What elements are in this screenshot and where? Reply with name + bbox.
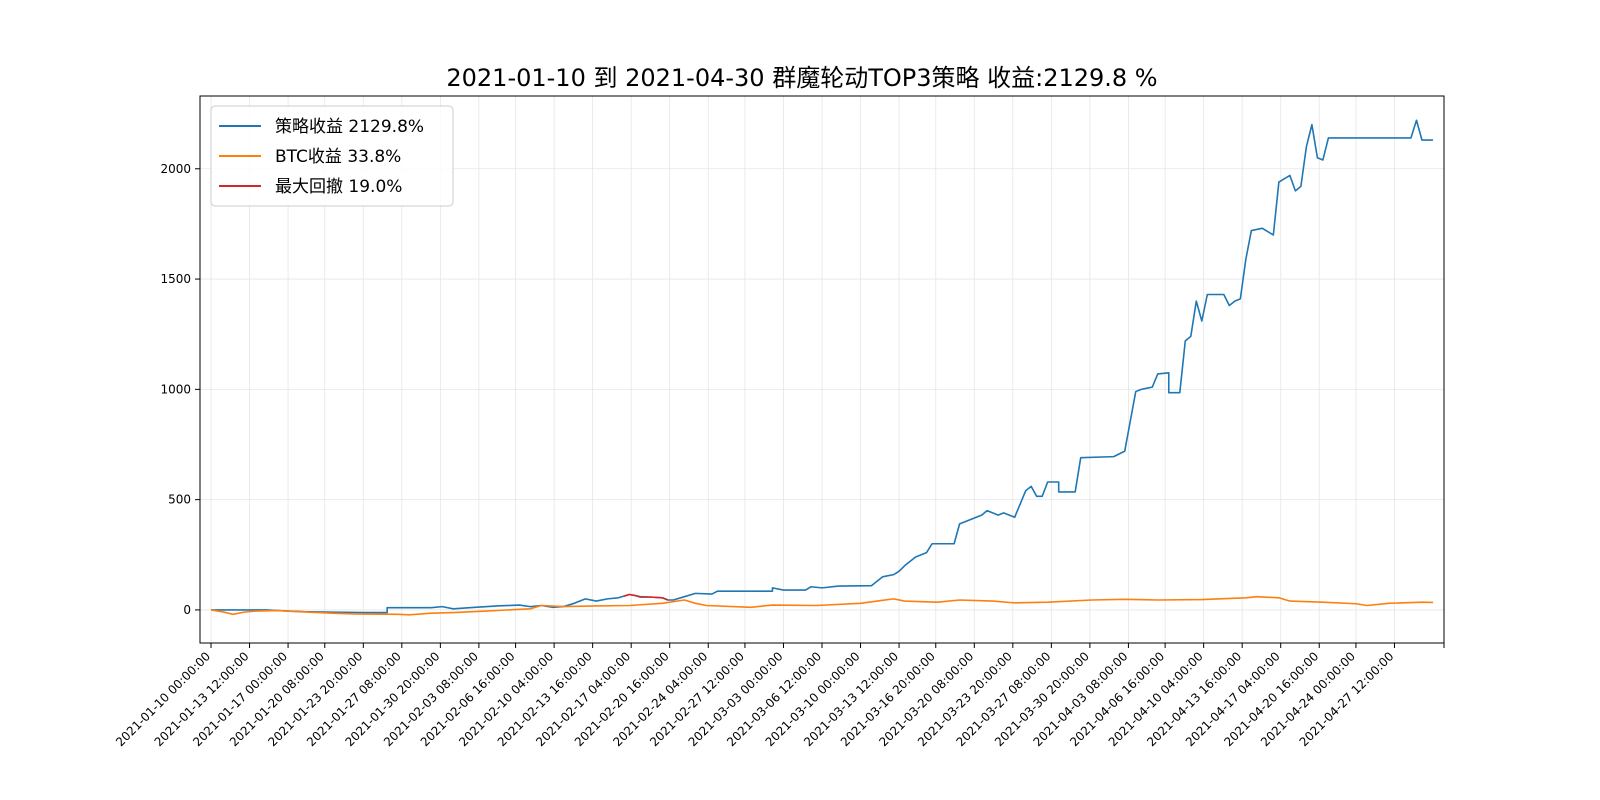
y-tick-label: 500 xyxy=(168,493,191,507)
legend-item-drawdown-label: 最大回撤 19.0% xyxy=(275,177,402,197)
strategy-return-line xyxy=(211,119,1433,614)
y-tick-label: 1000 xyxy=(160,382,191,396)
legend-box xyxy=(210,105,454,207)
legend-item-strategy-label: 策略收益 2129.8% xyxy=(275,117,424,137)
y-tick-label: 2000 xyxy=(160,162,191,176)
btc-return-line xyxy=(210,595,1434,616)
y-tick-label: 0 xyxy=(183,603,191,617)
y-axis: 0 500 1000 1500 2000 xyxy=(160,162,200,617)
legend-item-btc-label: BTC收益 33.8% xyxy=(275,147,401,167)
y-tick-label: 1500 xyxy=(160,272,191,286)
legend: 策略收益 2129.8% BTC收益 33.8% 最大回撤 19.0% xyxy=(210,105,454,207)
series-layer xyxy=(210,119,1434,616)
chart-title: 2021-01-10 到 2021-04-30 群魔轮动TOP3策略 收益:21… xyxy=(446,64,1157,92)
max-drawdown-line xyxy=(623,593,669,601)
